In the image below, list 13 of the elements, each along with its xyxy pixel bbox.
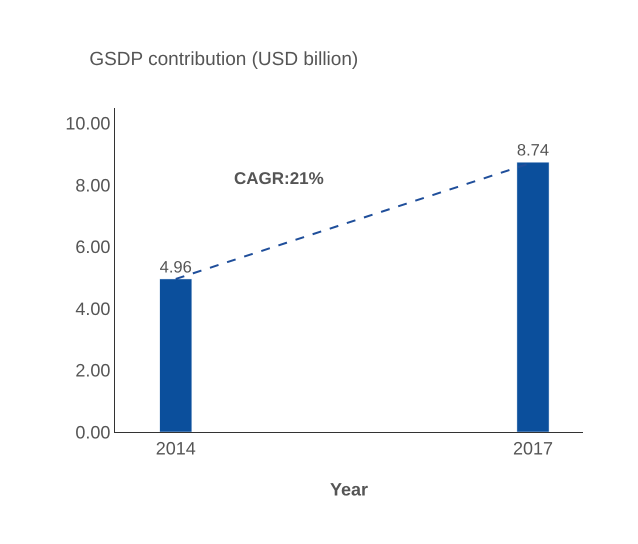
y-tick-label: 4.00 [75, 298, 110, 319]
y-tick-label: 0.00 [75, 422, 110, 442]
data-label: 8.74 [516, 142, 550, 160]
y-tick-label: 8.00 [75, 175, 110, 196]
annotation: CAGR:21% [234, 169, 324, 188]
data-label: 4.96 [160, 258, 192, 276]
x-axis-title: Year [330, 480, 368, 500]
x-tick-label: 2014 [156, 438, 196, 459]
y-tick-label: 2.00 [75, 360, 110, 381]
y-tick-label: 6.00 [75, 237, 110, 258]
x-tick-label: 2017 [512, 438, 554, 459]
chart-title: GSDP contribution (USD billion) [89, 48, 358, 70]
y-tick-label: 10.00 [65, 114, 110, 134]
